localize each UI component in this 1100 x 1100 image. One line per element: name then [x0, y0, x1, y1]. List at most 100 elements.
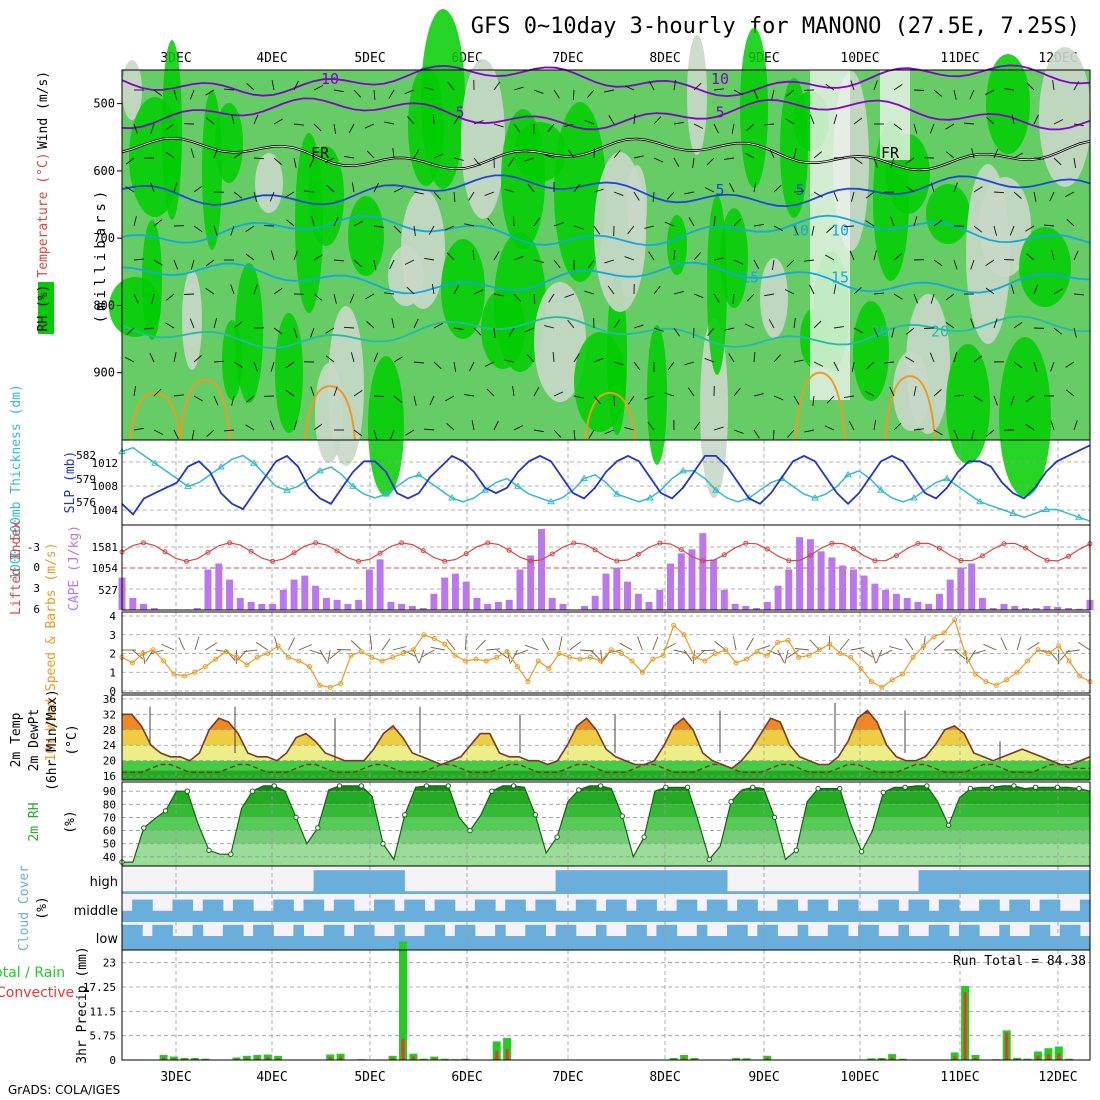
lifted-index-marker — [614, 558, 620, 564]
cloud-cover-cell — [958, 924, 970, 950]
wind-barb — [929, 352, 935, 363]
wind10m-marker — [161, 658, 167, 664]
wind10m-marker — [452, 652, 458, 658]
wind-barb — [433, 322, 444, 329]
wind-barb — [913, 216, 918, 227]
wind-barb — [771, 89, 775, 100]
rh2m-marker — [162, 808, 169, 814]
cape-bar — [473, 597, 481, 610]
wind-barb — [424, 86, 435, 91]
cloud-cover-cell — [716, 870, 728, 894]
contour-label: 10 — [711, 70, 729, 88]
rh2m-marker — [815, 785, 821, 792]
wind10m-marker — [983, 679, 989, 685]
wind-barb — [833, 191, 839, 202]
lifted-index-marker — [893, 553, 899, 559]
wind-barb — [865, 220, 875, 227]
lifted-index-marker — [571, 540, 577, 546]
precip-axis-label: 3hr Precip (mm) — [75, 946, 90, 1063]
rh2m-marker — [402, 812, 408, 818]
cloud-cover-cell — [646, 870, 657, 894]
temp-frame — [121, 694, 1091, 781]
wind-barb — [253, 361, 258, 372]
cloud-cover-cell — [686, 936, 698, 950]
wind-barb — [913, 386, 917, 397]
cloud-cover-cell — [797, 910, 809, 922]
wind-barb — [270, 361, 275, 372]
cloud-cover-cell — [1079, 936, 1091, 950]
wind10m-marker — [327, 684, 333, 690]
wind-barb — [764, 293, 775, 297]
wind-barb — [413, 361, 424, 364]
cloud-cover-cell — [706, 899, 718, 922]
cape-bar — [355, 599, 363, 610]
wind-barb — [245, 225, 255, 232]
contour-label: 5 — [795, 181, 804, 199]
wind-barb — [469, 361, 475, 372]
cloud-cover-cell — [777, 936, 788, 950]
wind10m-barb — [161, 643, 175, 651]
cloud-cover-cell — [495, 924, 506, 950]
wind-barb — [350, 352, 355, 363]
cloud-cover-cell — [525, 891, 536, 894]
wind-barb — [973, 225, 983, 233]
wind-barb — [1033, 114, 1039, 125]
precip-total-bar — [253, 1054, 262, 1060]
wind-barb — [793, 318, 796, 329]
cloud-cover-cell — [162, 891, 173, 894]
cloud-cover-cell — [283, 899, 294, 922]
wind-barb — [1073, 293, 1085, 296]
wind-barb — [253, 157, 265, 160]
cape-bar — [968, 563, 976, 610]
wind-barb — [493, 123, 504, 128]
cloud-cover-cell — [918, 936, 930, 950]
cloud-cover-cell — [505, 936, 516, 950]
cloud-cover-cell — [404, 936, 415, 950]
wind-barb — [230, 284, 235, 295]
wind-barb — [285, 191, 295, 198]
wind-barb — [183, 293, 195, 295]
cloud-cover-cell — [757, 891, 768, 894]
cape-bar — [365, 569, 373, 610]
wind-barb — [993, 318, 998, 329]
wind10m-marker — [535, 658, 541, 664]
wind10m-barb — [794, 648, 810, 651]
wind-barb — [213, 360, 225, 363]
wind-barb — [688, 217, 695, 227]
wind-barb — [153, 429, 164, 435]
cloud-level-label-high: high — [90, 875, 118, 890]
wind-barb — [366, 150, 375, 159]
wind-barb — [953, 259, 958, 270]
y-axis-label-temperature: Temperature (°C) — [36, 152, 51, 277]
cloud-cover-cell — [616, 936, 627, 950]
wind-barb — [173, 259, 179, 270]
chart-title: GFS 0~10day 3-hourly for MANONO (27.5E, … — [471, 14, 1080, 39]
cloud-cover-cell — [293, 924, 304, 950]
cloud-cover-cell — [585, 899, 597, 922]
cape-bar — [258, 603, 266, 610]
lifted-index-marker — [743, 540, 749, 546]
wind-barb — [389, 429, 395, 440]
rh-low-area — [534, 282, 586, 402]
wind-barb — [768, 319, 775, 329]
wind-barb — [825, 254, 835, 261]
lifted-index-marker — [657, 540, 663, 546]
wind-barb — [706, 157, 715, 166]
wind-barb — [373, 429, 378, 440]
wind-barb — [929, 123, 935, 134]
cloud-cover-cell — [787, 891, 799, 894]
wind-barb — [468, 191, 475, 201]
wind-barb — [970, 318, 975, 329]
temperature-contour-15 — [121, 261, 1091, 295]
cloud-cover-cell — [757, 910, 768, 922]
wind-barb — [930, 293, 935, 304]
cloud-cover-cell — [132, 899, 143, 922]
wind-barb — [507, 157, 515, 167]
cloud-cover-cell — [182, 891, 194, 894]
rh2m-marker — [684, 784, 691, 790]
wind10m-marker — [1014, 669, 1020, 675]
cloud-cover-cell — [152, 924, 163, 950]
rh2m-marker — [967, 785, 974, 792]
cape-tick-label: 1054 — [92, 562, 119, 575]
wind10m-marker — [900, 671, 906, 677]
